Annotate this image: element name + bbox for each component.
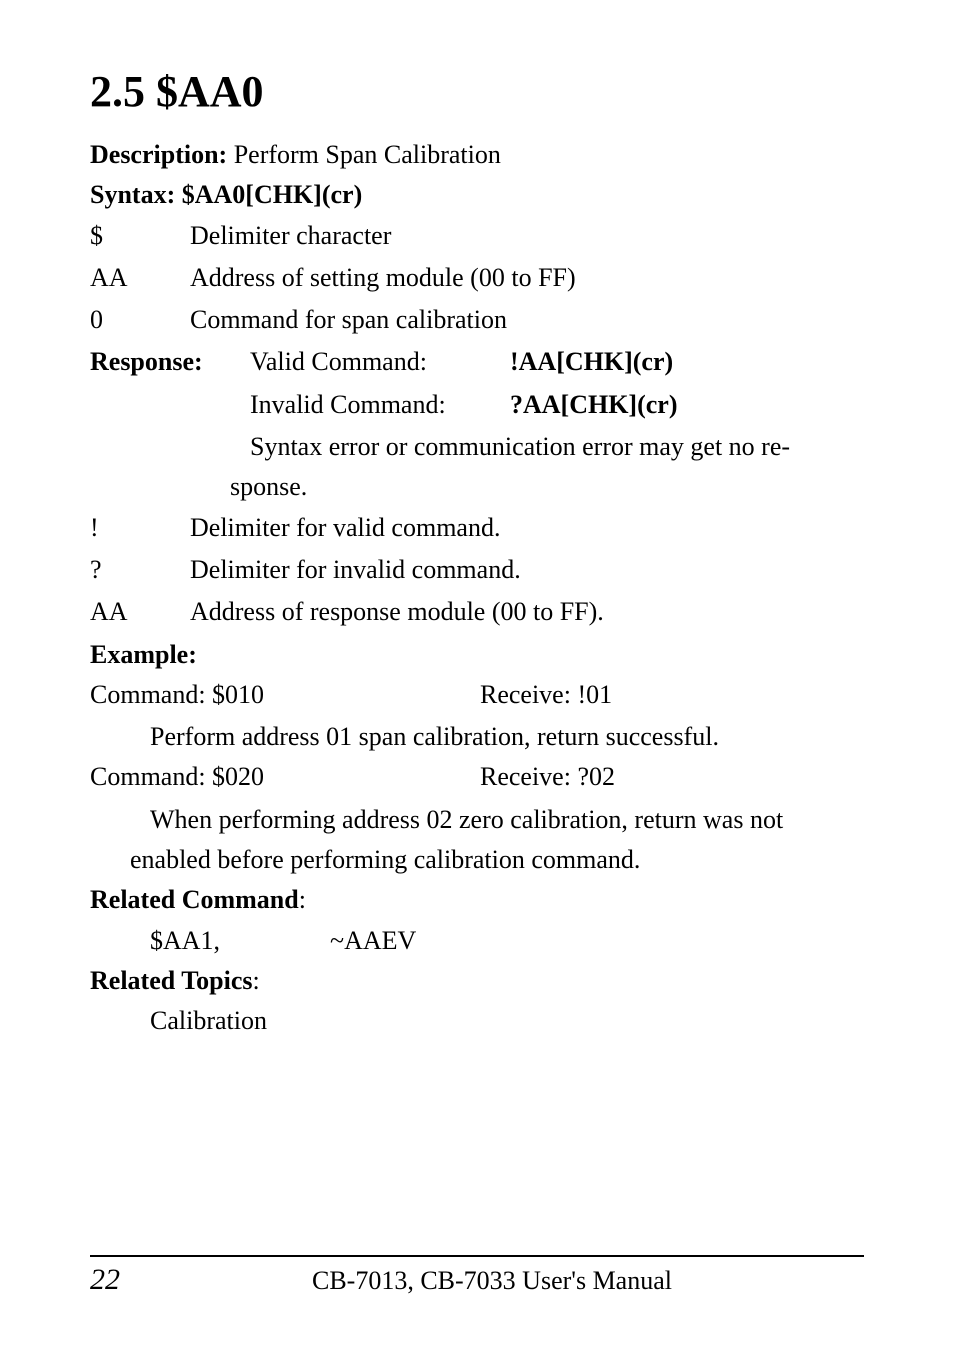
example-command: Command: $010 bbox=[90, 675, 480, 715]
param-desc: Delimiter character bbox=[190, 216, 864, 256]
resp-param-desc: Delimiter for invalid command. bbox=[190, 550, 864, 590]
response-note-line1: Syntax error or communication error may … bbox=[90, 427, 864, 467]
response-note-line2: sponse. bbox=[90, 467, 864, 507]
related-command-a: $AA1, bbox=[150, 921, 330, 961]
related-command-line: Related Command: bbox=[90, 880, 864, 920]
resp-param-symbol: ? bbox=[90, 550, 190, 590]
example-row: Command: $020 Receive: ?02 bbox=[90, 757, 864, 797]
param-symbol: AA bbox=[90, 258, 190, 298]
syntax-label: Syntax: bbox=[90, 180, 182, 209]
example-receive: Receive: !01 bbox=[480, 675, 864, 715]
resp-param-symbol: AA bbox=[90, 592, 190, 632]
resp-param-row: ? Delimiter for invalid command. bbox=[90, 550, 864, 590]
response-value: !AA[CHK](cr) bbox=[510, 342, 864, 382]
resp-param-symbol: ! bbox=[90, 508, 190, 548]
page-footer: 22 CB-7013, CB-7033 User's Manual bbox=[90, 1255, 864, 1297]
resp-param-row: AA Address of response module (00 to FF)… bbox=[90, 592, 864, 632]
example-command: Command: $020 bbox=[90, 757, 480, 797]
param-row: $ Delimiter character bbox=[90, 216, 864, 256]
example-note-line2: enabled before performing calibration co… bbox=[90, 840, 864, 880]
resp-param-row: ! Delimiter for valid command. bbox=[90, 508, 864, 548]
response-name: Invalid Command: bbox=[250, 385, 510, 425]
param-symbol: $ bbox=[90, 216, 190, 256]
syntax-value: $AA0[CHK](cr) bbox=[182, 180, 363, 209]
related-command-row: $AA1, ~AAEV bbox=[90, 921, 864, 961]
resp-param-desc: Address of response module (00 to FF). bbox=[190, 592, 864, 632]
footer-title: CB-7013, CB-7033 User's Manual bbox=[220, 1266, 864, 1296]
response-label: Response: bbox=[90, 342, 250, 382]
description-line: Description: Perform Span Calibration bbox=[90, 135, 864, 175]
response-row: Invalid Command: ?AA[CHK](cr) bbox=[90, 385, 864, 425]
related-topics-value: Calibration bbox=[90, 1001, 864, 1041]
example-receive: Receive: ?02 bbox=[480, 757, 864, 797]
param-desc: Command for span calibration bbox=[190, 300, 864, 340]
example-label: Example: bbox=[90, 635, 864, 675]
syntax-line: Syntax: $AA0[CHK](cr) bbox=[90, 175, 864, 215]
related-command-colon: : bbox=[299, 885, 306, 914]
example-row: Command: $010 Receive: !01 bbox=[90, 675, 864, 715]
related-command-label: Related Command bbox=[90, 885, 299, 914]
response-label-empty bbox=[90, 385, 250, 425]
resp-param-desc: Delimiter for valid command. bbox=[190, 508, 864, 548]
section-title: 2.5 $AA0 bbox=[90, 66, 864, 117]
related-topics-colon: : bbox=[253, 966, 260, 995]
related-command-b: ~AAEV bbox=[330, 921, 416, 961]
response-value: ?AA[CHK](cr) bbox=[510, 385, 864, 425]
description-label: Description: bbox=[90, 140, 227, 169]
related-topics-line: Related Topics: bbox=[90, 961, 864, 1001]
description-text: Perform Span Calibration bbox=[227, 140, 501, 169]
param-row: AA Address of setting module (00 to FF) bbox=[90, 258, 864, 298]
page-number: 22 bbox=[90, 1263, 220, 1297]
related-topics-label: Related Topics bbox=[90, 966, 253, 995]
param-row: 0 Command for span calibration bbox=[90, 300, 864, 340]
example-note: Perform address 01 span calibration, ret… bbox=[90, 717, 864, 757]
response-row: Response: Valid Command: !AA[CHK](cr) bbox=[90, 342, 864, 382]
example-note-line1: When performing address 02 zero calibrat… bbox=[90, 800, 864, 840]
param-desc: Address of setting module (00 to FF) bbox=[190, 258, 864, 298]
footer-rule bbox=[90, 1255, 864, 1257]
param-symbol: 0 bbox=[90, 300, 190, 340]
response-name: Valid Command: bbox=[250, 342, 510, 382]
